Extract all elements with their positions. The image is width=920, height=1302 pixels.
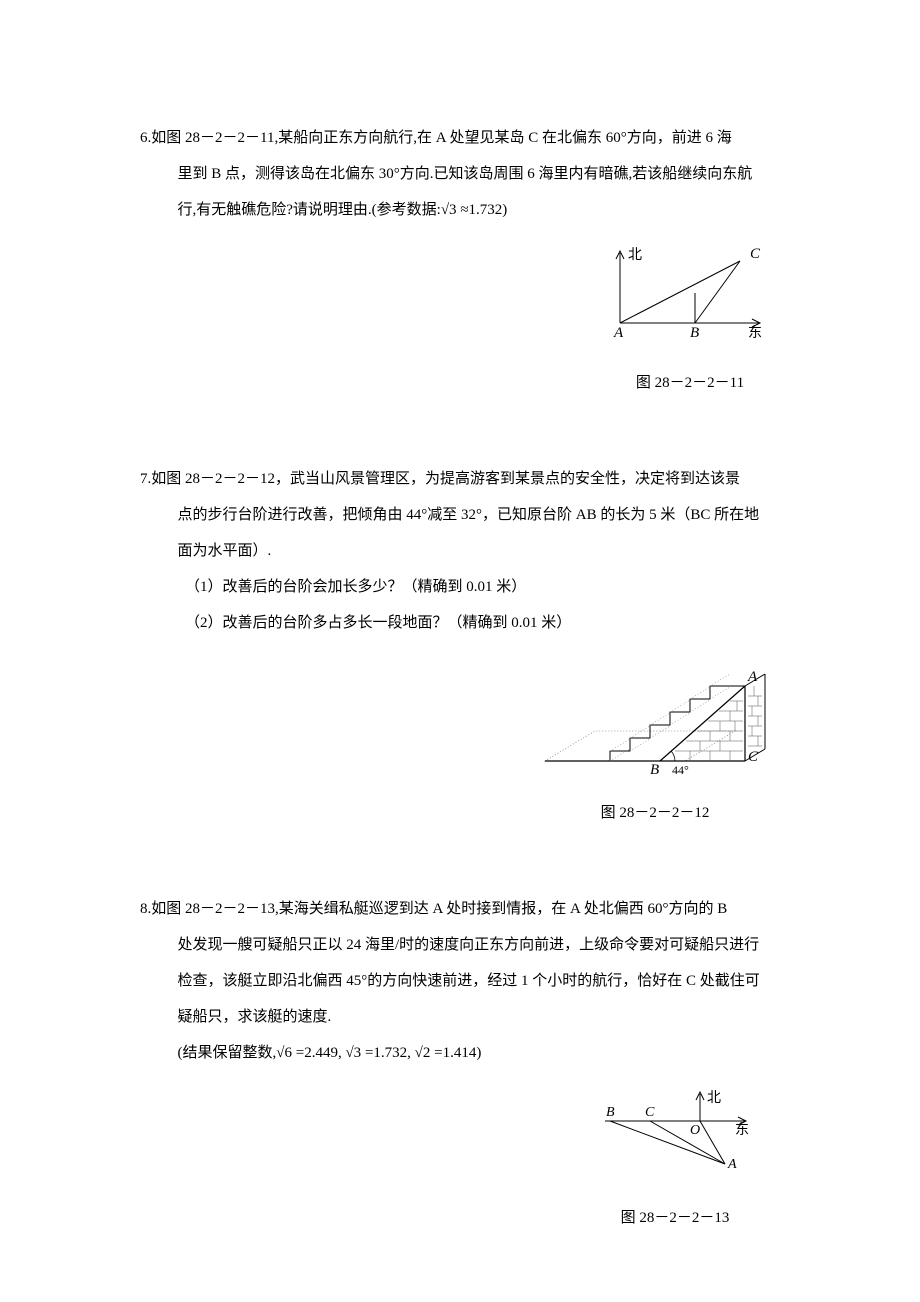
p8-hint: (结果保留整数,√6 =2.449, √3 =1.732, √2 =1.414) <box>140 1035 780 1071</box>
fig13-north-label: 北 <box>707 1090 721 1106</box>
problem-8-text: 8.如图 28－2－2－13,某海关缉私艇巡逻到达 A 处时接到情报，在 A 处… <box>140 891 780 1071</box>
p8-line1: 8.如图 28－2－2－13,某海关缉私艇巡逻到达 A 处时接到情报，在 A 处… <box>140 891 780 927</box>
fig13-A-label: A <box>727 1157 737 1172</box>
p6-line3: 行,有无触礁危险?请说明理由.(参考数据:√3 ≈1.732) <box>140 192 780 228</box>
fig12-B-label: B <box>650 762 659 778</box>
fig13-C-label: C <box>645 1105 655 1120</box>
fig11-B-label: B <box>690 325 699 341</box>
figure-11-container: 北 C A B 东 图 28－2－2－11 <box>140 243 780 401</box>
fig13-B-label: B <box>606 1105 615 1120</box>
figure-13-svg: 北 东 B C O A <box>590 1086 760 1181</box>
p8-line4: 疑船只，求该艇的速度. <box>140 999 780 1035</box>
p6-line1: 6.如图 28－2－2－11,某船向正东方向航行,在 A 处望见某岛 C 在北偏… <box>140 120 780 156</box>
p7-sub1: （1）改善后的台阶会加长多少？（精确到 0.01 米） <box>140 569 780 605</box>
p7-line1: 7.如图 28－2－2－12，武当山风景管理区，为提高游客到某景点的安全性，决定… <box>140 461 780 497</box>
fig12-A-label: A <box>747 669 758 685</box>
problem-7-text: 7.如图 28－2－2－12，武当山风景管理区，为提高游客到某景点的安全性，决定… <box>140 461 780 641</box>
p6-line2: 里到 B 点，测得该岛在北偏东 30°方向.已知该岛周围 6 海里内有暗礁,若该… <box>140 156 780 192</box>
figure-12-container: A B C 44° 图 28－2－2－12 <box>140 656 780 831</box>
figure-12-svg: A B C 44° <box>530 656 780 786</box>
figure-11-caption: 图 28－2－2－11 <box>600 365 780 401</box>
p7-sub2: （2）改善后的台阶多占多长一段地面？（精确到 0.01 米） <box>140 605 780 641</box>
problem-7: 7.如图 28－2－2－12，武当山风景管理区，为提高游客到某景点的安全性，决定… <box>140 461 780 831</box>
figure-13-caption: 图 28－2－2－13 <box>590 1200 760 1236</box>
figure-12-caption: 图 28－2－2－12 <box>530 795 780 831</box>
problem-6-text: 6.如图 28－2－2－11,某船向正东方向航行,在 A 处望见某岛 C 在北偏… <box>140 120 780 228</box>
fig13-O-label: O <box>690 1123 700 1138</box>
figure-11-svg: 北 C A B 东 <box>600 243 780 343</box>
fig12-C-label: C <box>748 749 759 765</box>
p7-line3: 面为水平面）. <box>140 533 780 569</box>
fig13-east-label: 东 <box>735 1122 749 1138</box>
p8-line3: 检查，该艇立即沿北偏西 45°的方向快速前进，经过 1 个小时的航行，恰好在 C… <box>140 963 780 999</box>
figure-13-container: 北 东 B C O A 图 28－2－2－13 <box>140 1086 780 1236</box>
p7-line2: 点的步行台阶进行改善，把倾角由 44°减至 32°，已知原台阶 AB 的长为 5… <box>140 497 780 533</box>
fig11-A-label: A <box>613 325 624 341</box>
fig11-north-label: 北 <box>628 247 642 263</box>
fig11-C-label: C <box>750 246 761 262</box>
p8-line2: 处发现一艘可疑船只正以 24 海里/时的速度向正东方向前进，上级命令要对可疑船只… <box>140 927 780 963</box>
fig12-angle-label: 44° <box>672 763 689 777</box>
fig11-east-label: 东 <box>748 325 762 341</box>
problem-8: 8.如图 28－2－2－13,某海关缉私艇巡逻到达 A 处时接到情报，在 A 处… <box>140 891 780 1236</box>
problem-6: 6.如图 28－2－2－11,某船向正东方向航行,在 A 处望见某岛 C 在北偏… <box>140 120 780 401</box>
